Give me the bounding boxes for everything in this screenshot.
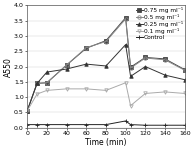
0.5 mg ml⁻¹	[125, 18, 127, 20]
Control	[46, 124, 48, 126]
Control	[36, 124, 38, 126]
Line: 0.1 mg ml⁻¹: 0.1 mg ml⁻¹	[25, 81, 186, 113]
0.75 mg ml⁻¹	[164, 58, 166, 60]
0.25 mg ml⁻¹	[36, 82, 38, 84]
Control	[26, 124, 28, 126]
0.25 mg ml⁻¹	[26, 110, 28, 112]
Line: 0.75 mg ml⁻¹: 0.75 mg ml⁻¹	[25, 16, 186, 113]
Control	[164, 124, 166, 126]
0.1 mg ml⁻¹	[65, 88, 68, 90]
Control	[129, 124, 132, 126]
0.25 mg ml⁻¹	[85, 63, 87, 65]
Line: 0.5 mg ml⁻¹: 0.5 mg ml⁻¹	[25, 17, 186, 113]
0.25 mg ml⁻¹	[184, 79, 186, 81]
0.5 mg ml⁻¹	[85, 47, 87, 49]
0.25 mg ml⁻¹	[164, 74, 166, 76]
0.5 mg ml⁻¹	[46, 82, 48, 84]
0.5 mg ml⁻¹	[36, 82, 38, 84]
0.25 mg ml⁻¹	[129, 75, 132, 77]
X-axis label: Time (min): Time (min)	[85, 138, 127, 147]
0.1 mg ml⁻¹	[144, 93, 146, 94]
0.1 mg ml⁻¹	[184, 93, 186, 94]
Line: 0.25 mg ml⁻¹: 0.25 mg ml⁻¹	[25, 43, 186, 113]
0.1 mg ml⁻¹	[105, 90, 107, 91]
Control	[144, 124, 146, 126]
0.75 mg ml⁻¹	[26, 110, 28, 112]
0.5 mg ml⁻¹	[129, 67, 132, 69]
0.5 mg ml⁻¹	[65, 64, 68, 66]
0.75 mg ml⁻¹	[85, 47, 87, 49]
0.75 mg ml⁻¹	[105, 40, 107, 42]
0.5 mg ml⁻¹	[26, 110, 28, 112]
0.75 mg ml⁻¹	[184, 69, 186, 70]
0.25 mg ml⁻¹	[105, 65, 107, 67]
0.75 mg ml⁻¹	[125, 17, 127, 19]
0.1 mg ml⁻¹	[129, 105, 132, 106]
Control	[85, 124, 87, 126]
Control	[65, 124, 68, 126]
0.1 mg ml⁻¹	[36, 93, 38, 95]
0.25 mg ml⁻¹	[125, 44, 127, 45]
0.25 mg ml⁻¹	[144, 66, 146, 68]
0.5 mg ml⁻¹	[164, 59, 166, 61]
0.5 mg ml⁻¹	[105, 41, 107, 42]
0.75 mg ml⁻¹	[144, 57, 146, 58]
0.25 mg ml⁻¹	[65, 68, 68, 70]
Legend: 0.75 mg ml⁻¹, 0.5 mg ml⁻¹, 0.25 mg ml⁻¹, 0.1 mg ml⁻¹, Control: 0.75 mg ml⁻¹, 0.5 mg ml⁻¹, 0.25 mg ml⁻¹,…	[135, 7, 184, 40]
0.75 mg ml⁻¹	[65, 64, 68, 66]
Control	[184, 124, 186, 126]
0.1 mg ml⁻¹	[164, 91, 166, 93]
0.25 mg ml⁻¹	[46, 71, 48, 73]
0.5 mg ml⁻¹	[184, 69, 186, 71]
Y-axis label: A550: A550	[3, 57, 12, 76]
0.75 mg ml⁻¹	[129, 66, 132, 68]
0.1 mg ml⁻¹	[26, 110, 28, 112]
0.1 mg ml⁻¹	[46, 90, 48, 91]
0.75 mg ml⁻¹	[36, 82, 38, 84]
Control	[125, 120, 127, 122]
Control	[105, 124, 107, 126]
0.1 mg ml⁻¹	[85, 88, 87, 90]
Line: Control: Control	[25, 119, 187, 127]
0.5 mg ml⁻¹	[144, 57, 146, 59]
0.75 mg ml⁻¹	[46, 82, 48, 84]
0.1 mg ml⁻¹	[125, 82, 127, 84]
